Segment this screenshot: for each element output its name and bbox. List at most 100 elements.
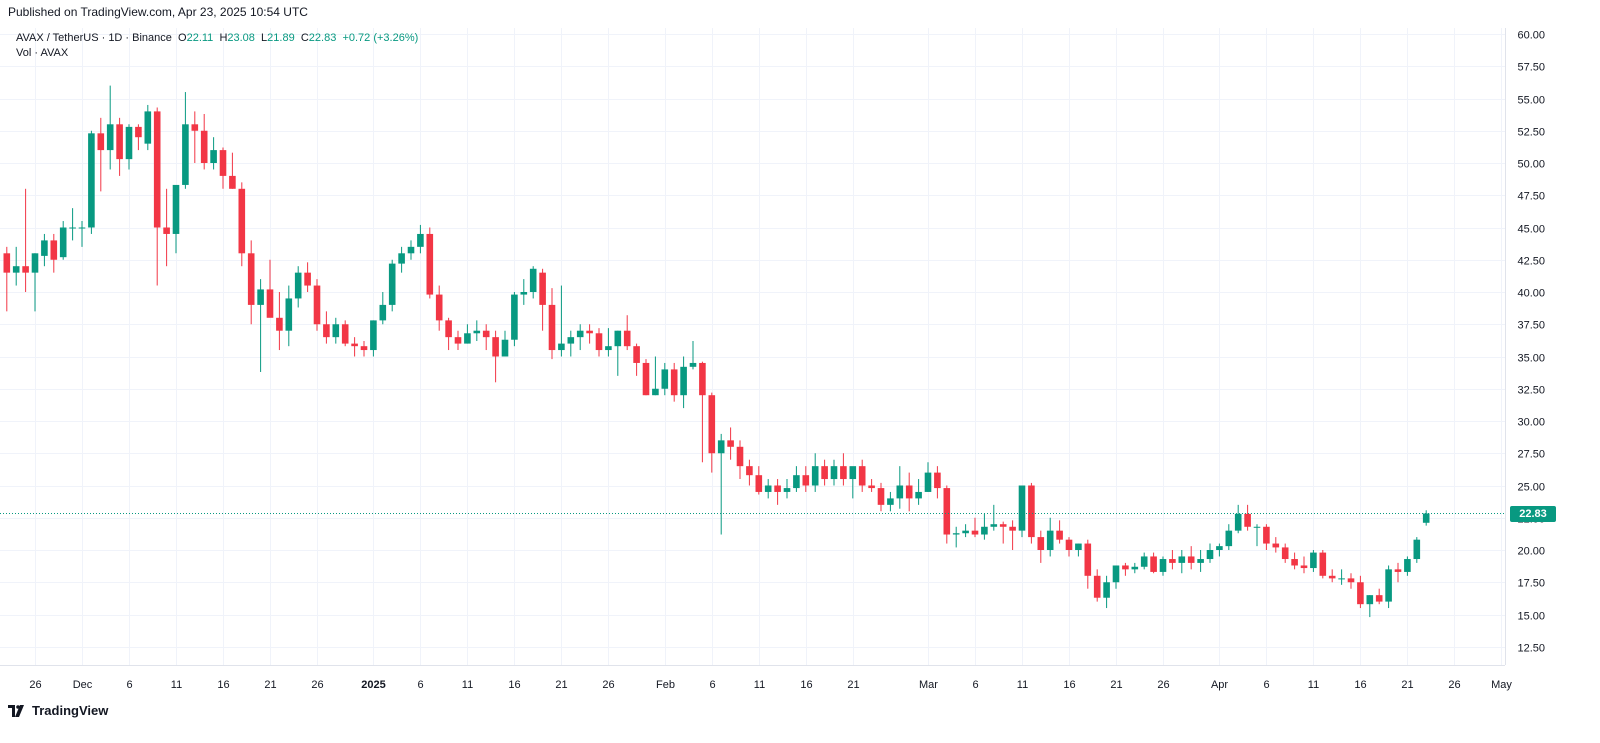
price-tick-label: 52.50 (1517, 127, 1545, 139)
candle-body (304, 272, 311, 286)
close-label: C (300, 32, 309, 44)
candle-up (783, 479, 791, 499)
candle-body (1084, 543, 1092, 576)
candle-body (12, 266, 20, 273)
candle-body (1404, 559, 1411, 572)
candle-body (680, 366, 687, 396)
candle-body (1159, 559, 1167, 572)
candle-body (999, 524, 1007, 527)
candle-down (1328, 569, 1336, 583)
time-axis[interactable]: 26 Dec 6 11 16 21 26 2025 6 11 16 21 26 Feb 6 11 16 21 Mar… (29, 679, 1512, 691)
candle-up (41, 233, 48, 267)
candle-body (1028, 485, 1035, 538)
price-tick-label: 57.50 (1517, 62, 1545, 74)
open-value: 22.11 (186, 32, 214, 44)
candle-up (520, 279, 528, 305)
time-tick-label: 11 (462, 679, 473, 691)
price-tick-label: 35.00 (1517, 353, 1545, 365)
candle-up (990, 504, 998, 531)
candle-body (106, 124, 114, 151)
candle-down (1347, 573, 1355, 589)
price-tick-label: 40.00 (1517, 288, 1545, 300)
candle-up (1112, 565, 1120, 589)
candle-up (689, 341, 697, 370)
high-label: H (219, 32, 228, 44)
candle-body (200, 130, 208, 163)
candle-down (22, 188, 29, 292)
candle-up (887, 491, 894, 512)
candle-down (858, 459, 866, 492)
candlestick-chart[interactable]: 12.5015.0017.5020.0022.5025.0027.5030.00… (0, 0, 1600, 700)
candle-body (821, 466, 828, 480)
price-tick-label: 17.50 (1517, 578, 1545, 590)
candle-down (426, 227, 434, 299)
candle-up (576, 324, 584, 351)
candle-body (1075, 543, 1082, 550)
candle-up (407, 240, 415, 260)
candle-body (125, 126, 133, 160)
candle-body (1197, 559, 1204, 563)
candle-down (708, 392, 716, 473)
open-label: O (178, 32, 187, 44)
candle-down (670, 362, 678, 402)
candle-body (623, 330, 631, 347)
candle-up (1413, 537, 1421, 563)
time-tick-label: 2025 (361, 679, 385, 691)
candle-body (341, 324, 349, 344)
candle-body (417, 233, 424, 247)
candle-body (840, 466, 847, 480)
time-tick-label: 26 (1157, 679, 1169, 691)
time-tick-label: 6 (972, 679, 978, 691)
candle-body (59, 227, 67, 258)
candle-body (191, 124, 199, 131)
candle-up (1253, 524, 1261, 547)
price-tick-label: 20.00 (1517, 546, 1545, 558)
candle-body (774, 485, 781, 492)
candle-down (821, 459, 828, 486)
candle-up (1159, 556, 1167, 576)
candle-down (868, 479, 875, 492)
candle-body (877, 488, 885, 505)
time-tick-label: 16 (1354, 679, 1366, 691)
candle-down (482, 324, 490, 351)
time-tick-label: 11 (754, 679, 765, 691)
candle-body (247, 253, 255, 305)
candle-up (257, 279, 264, 372)
candle-down (1291, 552, 1298, 570)
candle-down (50, 233, 58, 273)
candle-up (388, 259, 396, 312)
candle-down (1150, 552, 1157, 574)
price-axis[interactable]: 12.5015.0017.5020.0022.5025.0027.5030.00… (1517, 30, 1545, 655)
candle-body (924, 472, 932, 492)
price-tick-label: 50.00 (1517, 159, 1545, 171)
symbol-label[interactable]: AVAX / TetherUS · 1D · Binance (16, 32, 172, 44)
candle-up (144, 104, 152, 151)
candle-down (1263, 524, 1270, 550)
time-tick-label: Feb (656, 679, 675, 691)
time-tick-label: 6 (417, 679, 423, 691)
candle-body (1131, 566, 1139, 570)
candle-body (1413, 539, 1421, 560)
candle-down (1272, 537, 1280, 553)
candle-down (163, 188, 170, 267)
candle-body (88, 133, 95, 228)
candle-down (351, 337, 358, 357)
candle-body (78, 227, 86, 229)
candle-body (398, 253, 405, 264)
volume-label[interactable]: Vol · AVAX (16, 47, 69, 59)
price-tick-label: 45.00 (1517, 224, 1545, 236)
candle-up (464, 324, 471, 344)
candle-body (905, 485, 913, 499)
tradingview-footer[interactable]: TradingView (8, 703, 108, 718)
candle-down (905, 472, 913, 512)
candle-up (614, 330, 622, 376)
candle-body (501, 339, 509, 357)
candle-body (22, 266, 29, 273)
candle-body (717, 440, 725, 454)
candle-body (699, 362, 706, 396)
candle-up (1103, 575, 1110, 609)
price-tick-label: 42.50 (1517, 256, 1545, 268)
candle-up (1206, 543, 1214, 563)
candle-up (849, 466, 857, 499)
candle-body (1366, 595, 1374, 605)
